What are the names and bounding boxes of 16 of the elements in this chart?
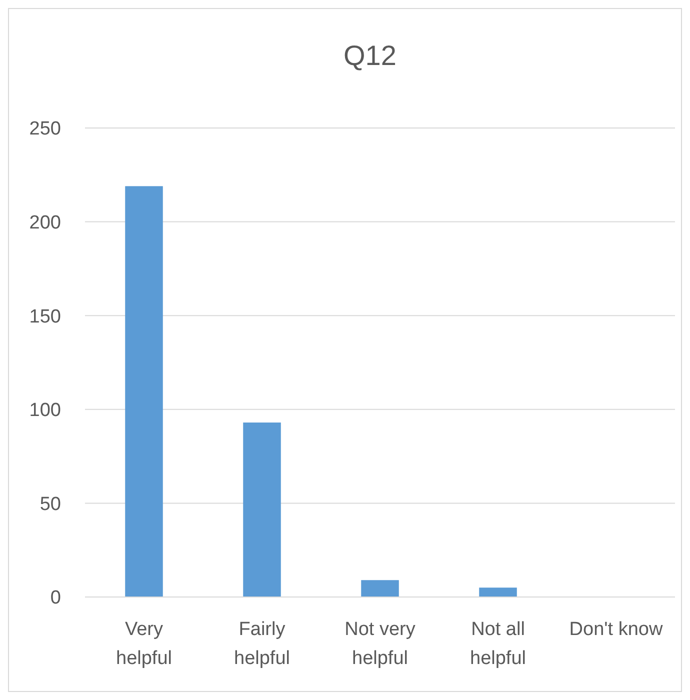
y-tick-label: 250: [29, 118, 61, 140]
x-tick-label: Not very helpful: [344, 619, 416, 669]
y-tick-label: 50: [40, 494, 61, 515]
y-tick-label: 100: [29, 400, 61, 422]
x-tick-label: Fairly helpful: [234, 619, 290, 669]
bar: [243, 422, 281, 597]
x-tick-label: Don't know: [569, 619, 663, 640]
bar: [361, 580, 399, 597]
bar: [125, 186, 163, 597]
y-tick-label: 200: [29, 212, 61, 234]
chart-title: Q12: [344, 40, 396, 71]
x-tick-label: Not all helpful: [470, 619, 526, 669]
x-tick-label: Very helpful: [116, 619, 172, 669]
y-tick-label: 150: [29, 306, 61, 328]
bar: [479, 588, 517, 597]
y-tick-label: 0: [50, 588, 61, 609]
